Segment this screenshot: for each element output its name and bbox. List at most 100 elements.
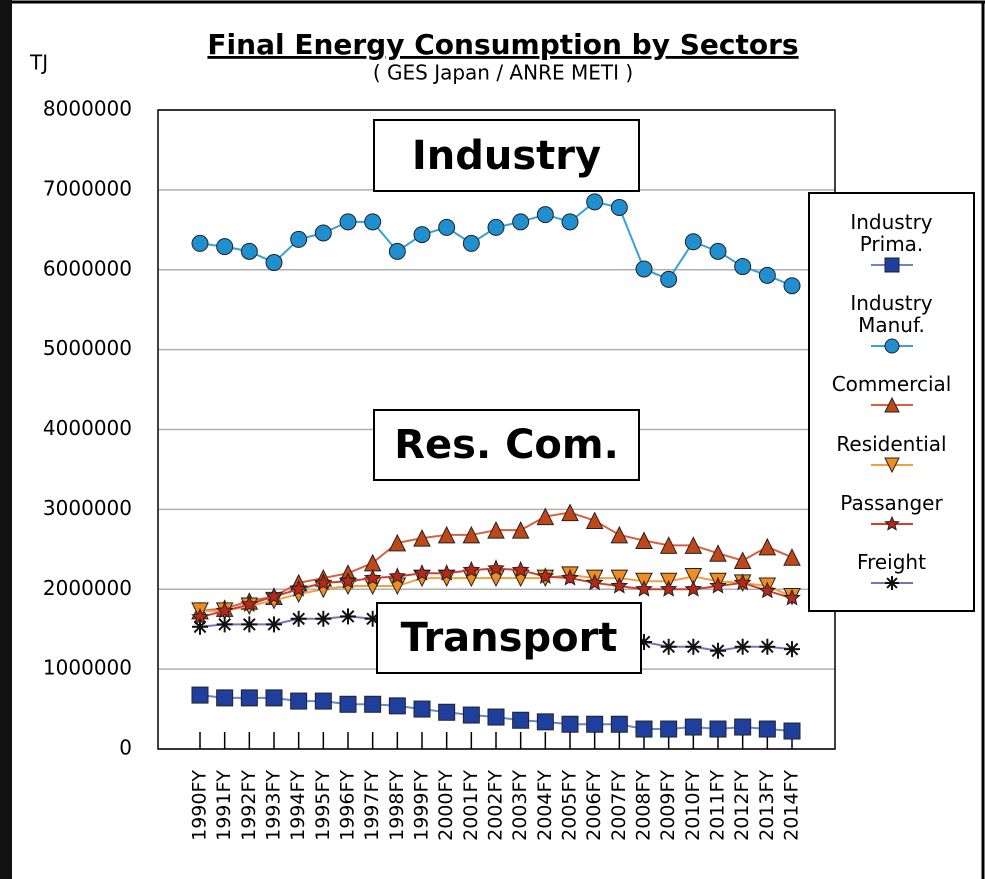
x-tick-label: 2007FY <box>608 770 630 841</box>
marker-stroke <box>885 577 898 589</box>
marker <box>536 206 554 224</box>
x-tick-label: 1994FY <box>287 770 309 841</box>
marker <box>364 695 382 713</box>
marker <box>216 616 233 633</box>
marker <box>709 576 727 594</box>
marker-stroke <box>292 612 306 626</box>
marker <box>561 568 579 586</box>
marker <box>684 718 702 736</box>
marker <box>340 608 356 625</box>
x-tick-label: 1990FY <box>189 770 211 841</box>
legend-swatch <box>870 397 913 413</box>
marker <box>487 218 505 236</box>
marker <box>883 397 900 413</box>
marker <box>684 233 702 251</box>
legend-swatch <box>870 338 913 354</box>
legend-label: Industry Prima. <box>850 209 933 256</box>
x-tick-label: 1995FY <box>312 770 334 841</box>
marker <box>660 720 678 738</box>
marker <box>462 706 480 724</box>
marker <box>364 213 382 231</box>
marker-stroke <box>316 612 330 626</box>
chart-title: Final Energy Consumption by Sectors <box>207 28 798 61</box>
legend-swatch <box>870 457 913 473</box>
marker <box>659 536 678 554</box>
y-tick-label: 8000000 <box>43 97 132 121</box>
marker <box>585 573 604 591</box>
marker <box>536 567 555 584</box>
marker <box>635 531 653 550</box>
marker <box>536 713 554 731</box>
x-tick-label: 2003FY <box>509 770 531 841</box>
marker <box>240 689 258 707</box>
marker <box>758 720 776 738</box>
legend-label: Commercial <box>831 372 952 397</box>
legend-label: Residential <box>836 431 947 456</box>
marker <box>684 579 703 597</box>
marker <box>783 548 801 566</box>
marker <box>388 697 406 715</box>
y-axis-label: TJ <box>29 51 48 75</box>
marker <box>610 198 628 216</box>
x-tick-label: 1999FY <box>411 770 433 841</box>
marker <box>290 610 307 627</box>
marker <box>314 573 333 591</box>
legend-swatch <box>870 515 913 531</box>
marker-stroke <box>711 644 725 658</box>
marker <box>413 700 431 718</box>
marker <box>265 254 283 272</box>
marker <box>783 277 801 295</box>
marker <box>487 521 505 539</box>
x-tick-label: 2002FY <box>485 770 507 841</box>
legend-swatch <box>870 576 913 591</box>
marker-stroke <box>760 640 774 654</box>
x-tick-label: 1996FY <box>337 770 359 841</box>
left-edge <box>0 0 12 879</box>
legend: Industry Prima. Industry Manuf. Commercial… <box>808 192 975 612</box>
marker-stroke <box>218 618 232 631</box>
marker <box>339 695 357 713</box>
x-tick-label: 2012FY <box>731 770 753 841</box>
marker-stroke <box>736 640 750 654</box>
marker <box>241 616 258 633</box>
marker <box>413 226 431 244</box>
legend-label: Freight <box>857 550 926 575</box>
x-tick-label: 2013FY <box>756 770 778 841</box>
legend-entry: Commercial <box>822 373 962 415</box>
marker <box>685 638 702 655</box>
marker <box>709 720 727 738</box>
marker <box>733 551 752 569</box>
x-tick-label: 2011FY <box>707 770 729 841</box>
legend-entry: Industry Prima. <box>822 211 962 275</box>
marker <box>585 511 604 530</box>
marker <box>438 703 456 721</box>
marker-stroke <box>242 618 256 631</box>
y-tick-label: 3000000 <box>43 496 132 520</box>
marker <box>709 544 727 562</box>
x-tick-label: 2010FY <box>682 770 704 841</box>
marker <box>462 525 481 544</box>
x-tick-label: 1991FY <box>213 770 235 841</box>
marker <box>884 576 899 591</box>
legend-entry: Freight <box>822 551 962 593</box>
marker <box>561 715 579 733</box>
marker <box>884 338 899 354</box>
legend-label: Industry Manuf. <box>850 290 933 337</box>
marker <box>339 571 357 589</box>
marker <box>215 601 234 619</box>
marker <box>191 234 209 252</box>
marker <box>314 224 332 242</box>
marker <box>240 242 258 260</box>
marker-stroke <box>193 620 207 634</box>
marker-stroke <box>662 640 676 654</box>
marker <box>758 581 777 599</box>
series-line <box>199 200 793 287</box>
x-tick-label: 2005FY <box>559 770 581 841</box>
chart-subtitle: ( GES Japan / ANRE METI ) <box>373 61 633 85</box>
marker <box>363 568 382 586</box>
marker <box>783 722 801 740</box>
marker <box>487 708 505 726</box>
y-tick-label: 4000000 <box>43 416 132 440</box>
marker <box>635 260 653 278</box>
marker <box>437 563 456 581</box>
